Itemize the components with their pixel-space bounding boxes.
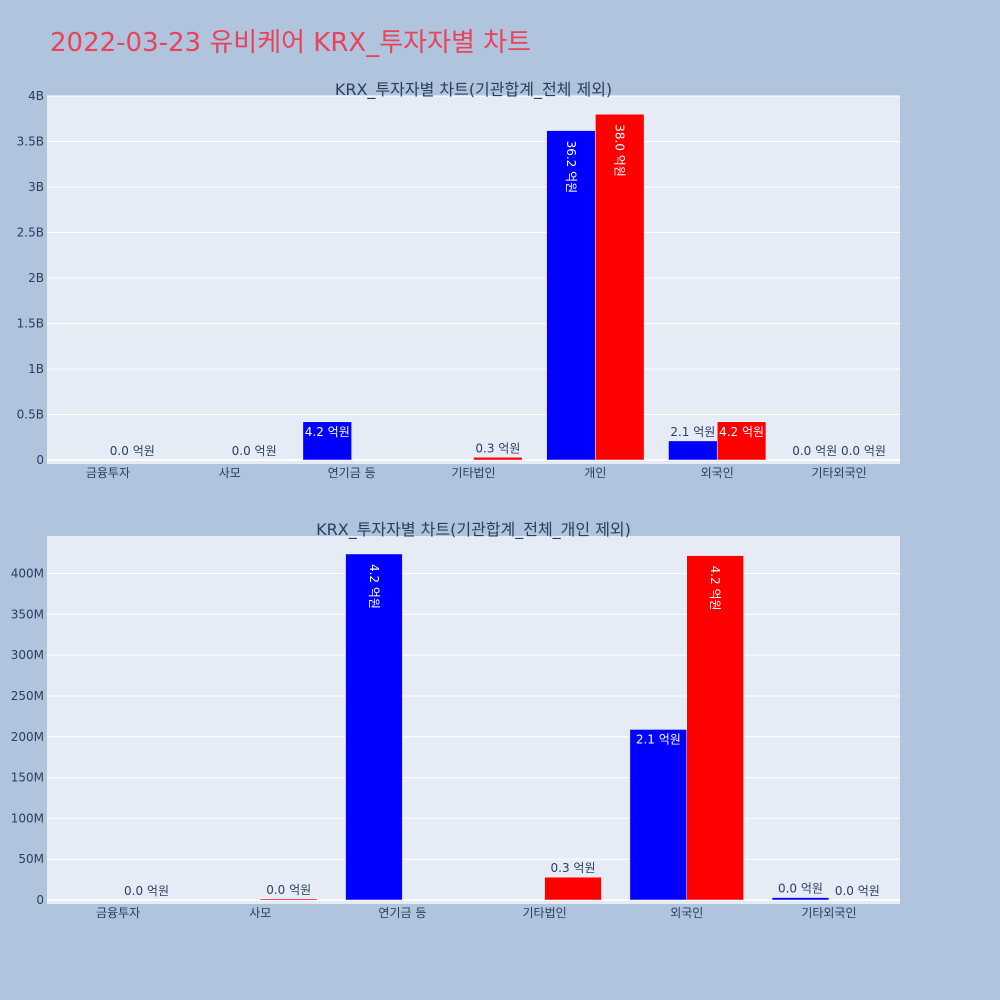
y-tick-label: 400M [11, 567, 44, 581]
bar[interactable] [302, 421, 352, 461]
bar[interactable] [595, 113, 645, 461]
bar[interactable] [473, 457, 523, 461]
y-tick-label: 250M [11, 689, 44, 703]
data-label: 4.2 억원 [305, 425, 350, 439]
y-tick-label: 0 [36, 893, 44, 907]
bar[interactable] [629, 729, 688, 901]
y-tick-label: 3.5B [17, 135, 44, 149]
plot-area [47, 96, 900, 464]
x-tick-label: 기타외국인 [811, 466, 866, 480]
data-label: 38.0 억원 [613, 124, 627, 177]
y-tick-label: 350M [11, 607, 44, 621]
chart-1: 0 0.5B 1B 1.5B 2B 2.5B 3B 3.5B 4B KRX_투자자별 차트(기관합… [17, 80, 900, 480]
data-label: 36.2 억원 [564, 141, 578, 194]
x-tick-label: 기타법인 [522, 906, 566, 920]
data-label: 4.2 억원 [708, 566, 722, 611]
x-tick-label: 금융투자 [86, 466, 130, 480]
data-label: 2.1 억원 [636, 732, 681, 746]
data-label: 0.0 억원 [124, 884, 169, 898]
data-label: 0.3 억원 [475, 441, 520, 455]
y-tick-label: 3B [28, 180, 44, 194]
y-tick-label: 150M [11, 771, 44, 785]
y-tick-label: 1.5B [17, 317, 44, 331]
bar[interactable] [716, 421, 767, 461]
bar[interactable] [546, 130, 596, 461]
y-tick-label: 300M [11, 648, 44, 662]
y-tick-label: 0.5B [17, 408, 44, 422]
x-tick-label: 연기금 등 [378, 906, 426, 920]
data-label: 0.0 억원 [110, 444, 155, 458]
x-tick-label: 사모 [249, 906, 271, 920]
x-tick-label: 외국인 [701, 466, 734, 480]
y-tick-label: 2.5B [17, 226, 44, 240]
chart-title: KRX_투자자별 차트(기관합계_전체 제외) [335, 80, 612, 100]
y-tick-label: 4B [28, 89, 44, 103]
y-tick-label: 50M [18, 852, 44, 866]
data-label: 0.0 억원 [232, 444, 277, 458]
x-tick-label: 기타법인 [451, 466, 495, 480]
x-tick-label: 외국인 [670, 906, 703, 920]
bar[interactable] [345, 553, 403, 901]
x-tick-label: 금융투자 [96, 906, 140, 920]
data-label: 0.0 억원 [778, 882, 823, 896]
y-tick-label: 100M [11, 811, 44, 825]
y-tick-label: 1B [28, 362, 44, 376]
data-label: 0.0 억원 [266, 883, 311, 897]
page-title: 2022-03-23 유비케어 KRX_투자자별 차트 [50, 28, 532, 58]
x-tick-label: 연기금 등 [328, 466, 376, 480]
data-label: 0.0 억원 [792, 444, 837, 458]
data-label: 0.3 억원 [551, 861, 596, 875]
x-tick-label: 개인 [584, 466, 606, 480]
plot-area [47, 536, 900, 904]
data-label: 4.2 억원 [367, 564, 381, 609]
bar[interactable] [686, 555, 744, 901]
data-label: 0.0 억원 [835, 884, 880, 898]
data-label: 2.1 억원 [670, 425, 715, 439]
data-label: 4.2 억원 [719, 425, 764, 439]
chart-2: 0 50M 100M 150M 200M 250M 300M 350M 400M KRX_투자자별… [11, 520, 900, 920]
y-tick-label: 200M [11, 730, 44, 744]
y-tick-label: 2B [28, 271, 44, 285]
x-tick-label: 기타외국인 [801, 906, 856, 920]
bar[interactable] [771, 897, 830, 901]
x-tick-label: 사모 [219, 466, 241, 480]
bar[interactable] [260, 898, 318, 901]
y-tick-label: 0 [36, 453, 44, 467]
data-label: 0.0 억원 [841, 444, 886, 458]
chart-title: KRX_투자자별 차트(기관합계_전체_개인 제외) [316, 520, 631, 540]
bar[interactable] [668, 440, 718, 461]
bar[interactable] [544, 876, 602, 901]
